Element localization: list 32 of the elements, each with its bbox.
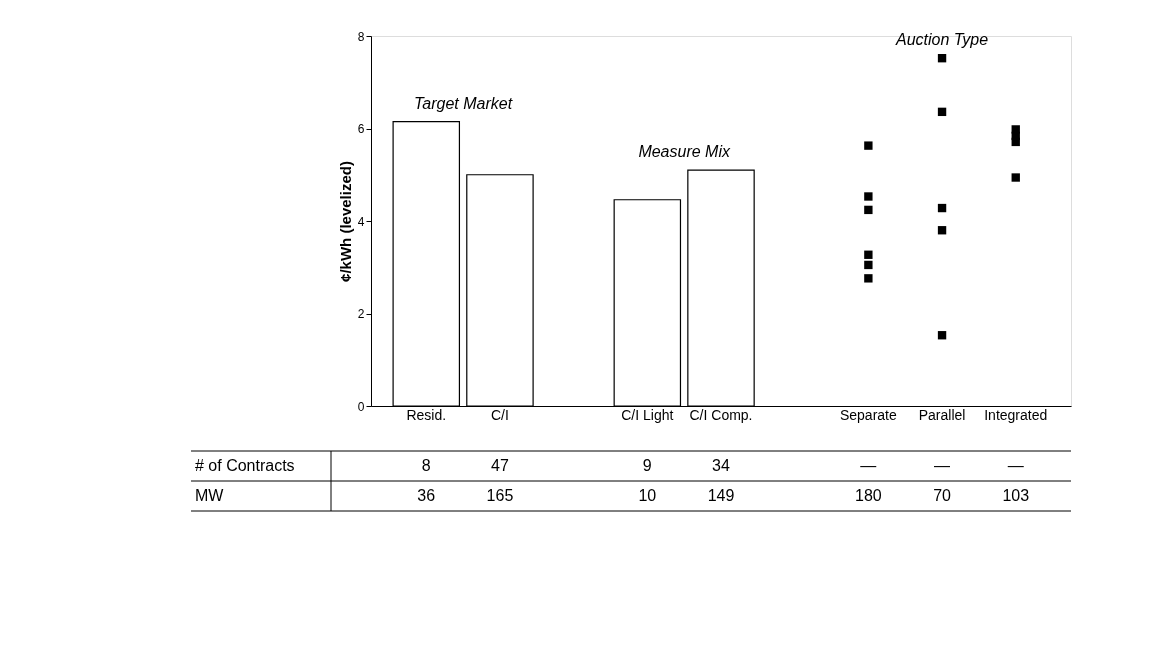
text: 10 bbox=[638, 487, 657, 504]
y-axis-title: ¢/kWh (levelized) bbox=[336, 161, 354, 282]
x-tick-label: Parallel bbox=[918, 406, 966, 423]
annotation: Measure Mix bbox=[638, 143, 731, 161]
text: 70 bbox=[933, 487, 952, 504]
y-tick-label: 0 bbox=[357, 399, 365, 414]
x-tick-label: C/I bbox=[491, 406, 509, 423]
annotation: Target Market bbox=[414, 94, 513, 112]
y-tick-label: 4 bbox=[357, 214, 365, 229]
text: 34 bbox=[712, 457, 730, 474]
text: — bbox=[860, 457, 877, 474]
y-tick-label: 8 bbox=[357, 29, 365, 44]
text: 165 bbox=[486, 487, 514, 504]
text: # of Contracts bbox=[195, 457, 295, 474]
text: 8 bbox=[421, 457, 431, 474]
x-tick-label: Integrated bbox=[984, 406, 1048, 423]
text: 9 bbox=[642, 457, 652, 474]
y-tick-label: 6 bbox=[357, 122, 365, 136]
annotation: Auction Type bbox=[894, 31, 989, 49]
text: — bbox=[934, 457, 951, 474]
x-tick-label: Resid. bbox=[406, 406, 447, 423]
text: — bbox=[1007, 457, 1024, 474]
text: 103 bbox=[1002, 487, 1030, 504]
text: 180 bbox=[855, 487, 882, 504]
x-tick-label: C/I Comp. bbox=[689, 406, 753, 423]
text: 149 bbox=[707, 487, 735, 504]
x-tick-label: Separate bbox=[839, 406, 897, 423]
text: 47 bbox=[491, 457, 509, 474]
x-tick-label: C/I Light bbox=[621, 406, 674, 423]
text: 36 bbox=[417, 487, 436, 504]
y-tick-label: 2 bbox=[357, 307, 365, 321]
text: MW bbox=[195, 487, 225, 504]
